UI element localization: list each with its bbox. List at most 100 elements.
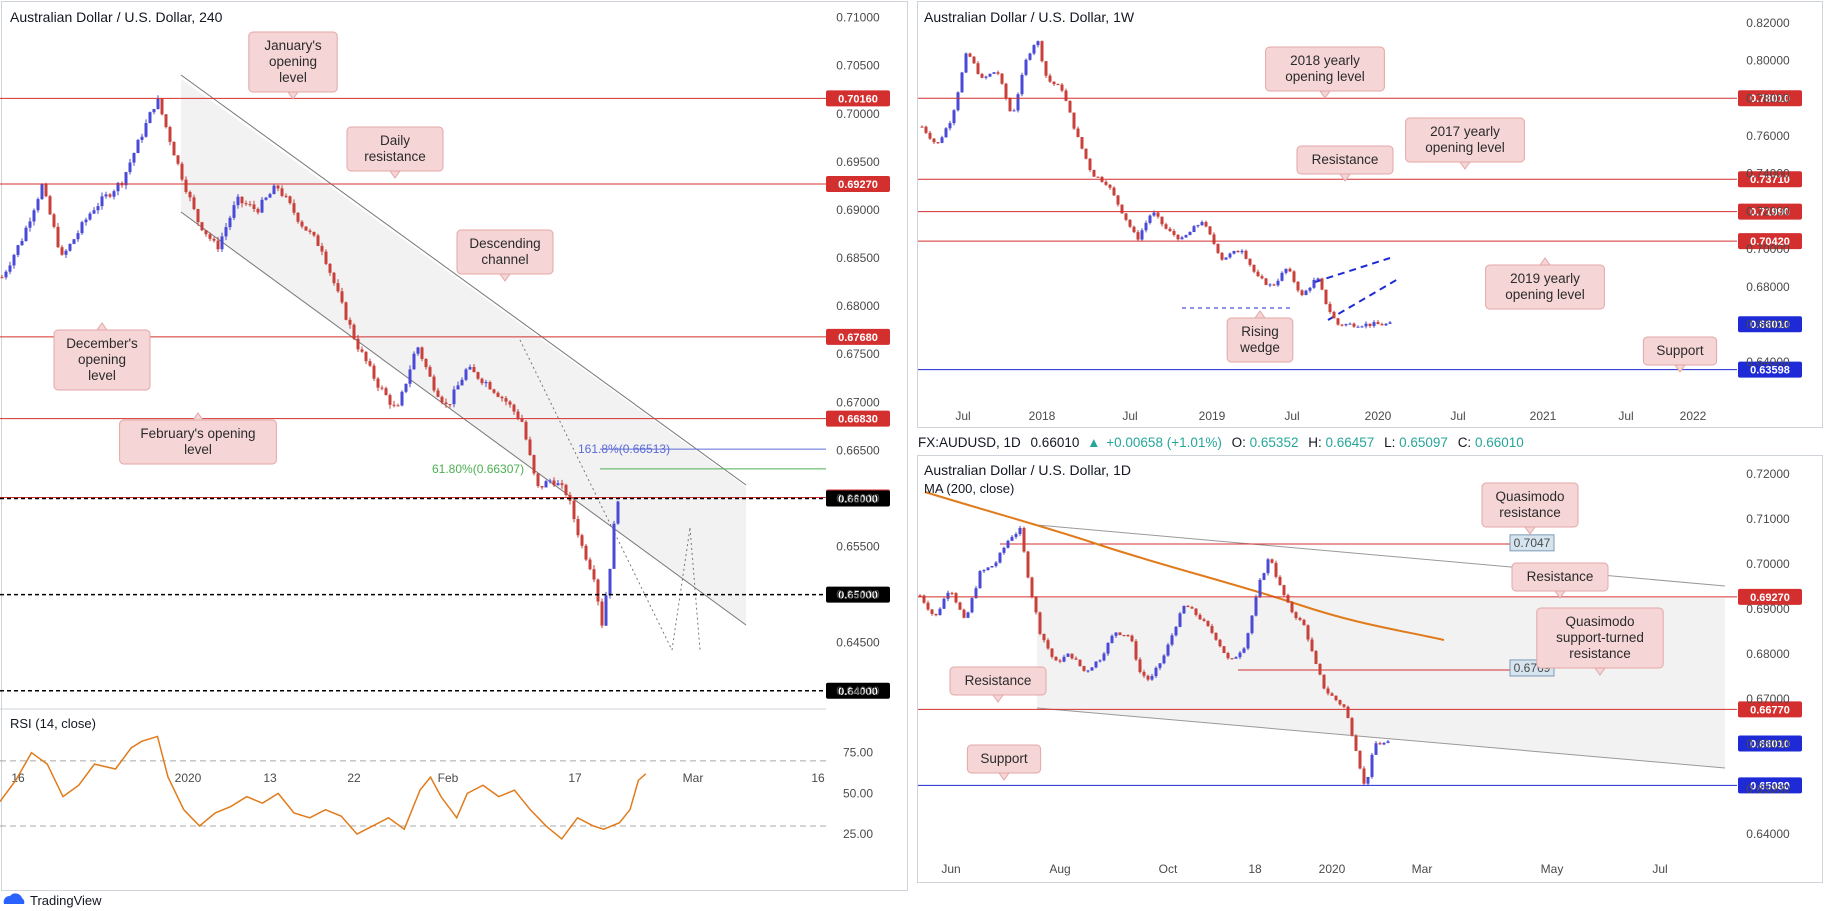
candle-body	[1034, 596, 1038, 613]
candle-body	[4, 271, 8, 278]
candle-body	[1250, 615, 1254, 634]
candle-body	[1388, 322, 1392, 324]
candle-body	[428, 367, 432, 377]
candle-body	[1184, 235, 1188, 238]
candle-body	[400, 391, 404, 406]
h4-y-axis[interactable]: 0.71000 0.70500 0.70000 0.69500 0.69000 0.685…	[836, 11, 880, 698]
candle-body	[1292, 271, 1296, 282]
candle-body	[384, 388, 388, 396]
candle-body	[1282, 585, 1286, 596]
candle-body	[344, 302, 348, 320]
candle-body	[1252, 264, 1256, 272]
candle-body	[20, 241, 24, 246]
daily-candles	[918, 525, 1390, 786]
candle-body	[986, 567, 990, 571]
y-tick-label: 75.00	[843, 746, 873, 760]
daily-annotation[interactable]: Resistance	[949, 666, 1047, 703]
candle-body	[616, 501, 620, 524]
candle-body	[1122, 634, 1126, 636]
weekly-annotation[interactable]: Resistance	[1296, 145, 1394, 182]
daily-x-axis[interactable]: Jun Aug Oct 18 2020 Mar May Jul	[941, 862, 1667, 876]
candle-body	[1214, 632, 1218, 640]
candle-body	[1182, 605, 1186, 614]
candle-body	[964, 53, 968, 73]
callout-text: Quasimodo	[1565, 614, 1634, 629]
candle-body	[996, 72, 1000, 74]
daily-y-axis[interactable]: 0.72000 0.71000 0.70000 0.69000 0.68000 0.670…	[1746, 467, 1790, 841]
candle-body	[1380, 324, 1384, 326]
y-tick-label: 0.65000	[836, 588, 880, 602]
dynamic-layer: 0.701600.692700.676800.668300.660100.660…	[0, 11, 1802, 876]
candle-body	[280, 188, 284, 196]
candle-body	[372, 365, 376, 379]
candle-body	[24, 227, 28, 242]
candle-body	[308, 230, 312, 232]
candle-body	[336, 283, 340, 292]
candle-body	[60, 247, 64, 255]
candle-body	[920, 126, 924, 128]
brand-name: TradingView	[30, 893, 102, 908]
candle-body	[572, 500, 576, 520]
daily-annotation[interactable]: Resistance	[1511, 562, 1609, 599]
weekly-x-axis[interactable]: Jul 2018 Jul 2019 Jul 2020 Jul 2021 Jul 2022	[955, 409, 1706, 423]
candle-body	[1060, 84, 1064, 91]
candle-body	[532, 455, 536, 474]
weekly-y-axis[interactable]: 0.82000 0.80000 0.78000 0.76000 0.74000 0.720…	[1746, 16, 1790, 369]
x-tick-label: 22	[347, 771, 361, 785]
open-label: O:	[1232, 435, 1246, 450]
candle-body	[0, 277, 4, 279]
candle-body	[1046, 640, 1050, 649]
candle-body	[592, 569, 596, 580]
x-tick-label: Jun	[941, 862, 960, 876]
candle-body	[48, 196, 52, 215]
candle-body	[1354, 735, 1358, 751]
candle-body	[460, 379, 464, 386]
y-tick-label: 0.78000	[1746, 91, 1790, 105]
candle-body	[958, 602, 962, 610]
callout-text: December's	[66, 336, 138, 351]
callout-pointer	[1674, 364, 1686, 373]
candle-body	[928, 132, 932, 139]
daily-annotation[interactable]: Support	[966, 744, 1042, 781]
candle-body	[8, 265, 12, 272]
h4-x-axis[interactable]: 16 2020 13 22 Feb 17 Mar 16	[11, 771, 825, 785]
candle-body	[1258, 579, 1262, 597]
candle-body	[588, 559, 592, 570]
price-label-box	[1738, 588, 1802, 605]
fib-line-c	[689, 527, 701, 651]
candle-body	[276, 185, 280, 189]
candle-body	[596, 579, 600, 602]
callout-text: Quasimodo	[1495, 489, 1564, 504]
candle-body	[1256, 271, 1260, 277]
candle-body	[1298, 617, 1302, 620]
price-label: 0.66830	[838, 414, 878, 426]
candle-body	[224, 227, 228, 237]
candle-body	[1322, 674, 1326, 689]
candle-body	[232, 205, 236, 218]
callout-text: 2019 yearly	[1510, 271, 1580, 286]
candle-body	[304, 226, 308, 231]
weekly-annotation[interactable]: Support	[1642, 336, 1718, 373]
candle-body	[1226, 653, 1230, 659]
candle-body	[1024, 59, 1028, 75]
price-label-box	[1738, 777, 1802, 794]
x-tick-label: 2022	[1680, 409, 1707, 423]
price-label: 0.67680	[838, 332, 878, 344]
candle-body	[136, 139, 140, 154]
tradingview-logo[interactable]: TradingView	[3, 893, 102, 908]
price-label: 0.73710	[1750, 174, 1790, 186]
price-label-box	[826, 175, 890, 192]
rsi-y-axis[interactable]: 75.00 50.00 25.00	[843, 746, 873, 841]
candle-body	[1018, 528, 1022, 535]
